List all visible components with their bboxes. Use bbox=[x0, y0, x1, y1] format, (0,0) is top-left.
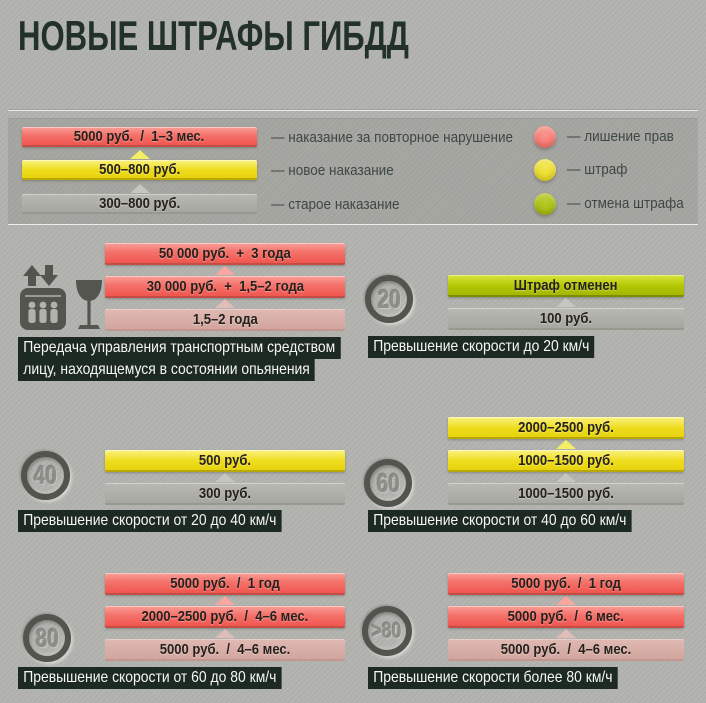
penalty-bar-new: 30 000 руб. + 1,5–2 года bbox=[105, 266, 345, 298]
penalty-bar-old: 300 руб. bbox=[105, 473, 345, 505]
penalty-bars: Штраф отменен 100 руб. bbox=[448, 275, 684, 330]
penalty-bar-new: 2000–2500 руб. / 4–6 мес. bbox=[105, 596, 345, 628]
penalty-bar-repeat: 5000 руб. / 1 год bbox=[448, 573, 684, 595]
legend-bar-old: 300–800 руб. bbox=[22, 184, 257, 214]
legend-dot-label-license: — лишение прав bbox=[567, 128, 674, 145]
section-icons bbox=[14, 264, 104, 337]
fine-cancelled-dot-icon bbox=[534, 193, 556, 215]
legend-dot-label-fine: — штраф bbox=[567, 161, 628, 178]
penalty-bar-repeat: 5000 руб. / 1 год bbox=[105, 573, 345, 595]
legend-bar-new: 500–800 руб. bbox=[22, 150, 257, 180]
legend-row-old: 300–800 руб. — старое наказание — отмена… bbox=[22, 184, 694, 215]
penalty-bar-old: 5000 руб. / 4–6 мес. bbox=[105, 629, 345, 661]
legend-bar-repeat: 5000 руб. / 1–3 мес. bbox=[22, 127, 257, 147]
title-divider bbox=[8, 110, 698, 111]
legend-desc-repeat: — наказание за повторное нарушение bbox=[271, 128, 514, 146]
legend-desc-old: — старое наказание bbox=[271, 195, 400, 213]
penalty-bar-new: Штраф отменен bbox=[448, 275, 684, 297]
section-caption: Превышение скорости более 80 км/ч bbox=[368, 667, 655, 689]
section-caption: Передача управления транспортным средств… bbox=[18, 337, 389, 381]
penalty-bars: 50 000 руб. + 3 года 30 000 руб. + 1,5–2… bbox=[105, 243, 345, 331]
legend-row-new: 500–800 руб. — новое наказание — штраф bbox=[22, 150, 694, 181]
penalty-bars: 2000–2500 руб. 1000–1500 руб. 1000–1500 … bbox=[448, 417, 684, 505]
section-caption: Превышение скорости от 60 до 80 км/ч bbox=[18, 667, 321, 689]
license-revocation-dot-icon bbox=[534, 126, 556, 148]
penalty-bar-repeat: 2000–2500 руб. bbox=[448, 417, 684, 439]
legend-panel: 5000 руб. / 1–3 мес. — наказание за повт… bbox=[8, 118, 698, 225]
speed-sign-60-icon: 60 bbox=[364, 459, 412, 507]
legend-desc-new: — новое наказание bbox=[271, 161, 394, 179]
speed-sign-40-icon: 40 bbox=[21, 451, 70, 500]
penalty-bar-new: 1000–1500 руб. bbox=[448, 440, 684, 472]
section-caption: Превышение скорости от 20 до 40 км/ч bbox=[18, 510, 321, 532]
penalty-bar-new: 500 руб. bbox=[105, 450, 345, 472]
penalty-bar-old: 1000–1500 руб. bbox=[448, 473, 684, 505]
penalty-bars: 5000 руб. / 1 год 2000–2500 руб. / 4–6 м… bbox=[105, 573, 345, 661]
section-caption: Превышение скорости от 40 до 60 км/ч bbox=[368, 510, 671, 532]
penalty-bar-repeat: 50 000 руб. + 3 года bbox=[105, 243, 345, 265]
penalty-bars: 500 руб. 300 руб. bbox=[105, 450, 345, 505]
penalty-bar-new: 5000 руб. / 6 мес. bbox=[448, 596, 684, 628]
penalty-bar-old: 5000 руб. / 4–6 мес. bbox=[448, 629, 684, 661]
elevator-icon bbox=[20, 265, 102, 330]
wine-glass-icon bbox=[76, 280, 102, 329]
penalty-bar-old: 1,5–2 года bbox=[105, 299, 345, 331]
penalty-bars: 5000 руб. / 1 год 5000 руб. / 6 мес. 500… bbox=[448, 573, 684, 661]
speed-sign-over-80-icon: >80 bbox=[362, 606, 412, 656]
legend-row-repeat: 5000 руб. / 1–3 мес. — наказание за повт… bbox=[22, 126, 694, 148]
page-title: НОВЫЕ ШТРАФЫ ГИБДД bbox=[18, 12, 409, 59]
section-caption: Превышение скорости до 20 км/ч bbox=[368, 336, 628, 358]
speed-sign-80-icon: 80 bbox=[23, 614, 71, 662]
fine-dot-icon bbox=[534, 159, 556, 181]
penalty-bar-old: 100 руб. bbox=[448, 298, 684, 330]
legend-dot-label-cancelled: — отмена штрафа bbox=[567, 195, 684, 212]
speed-sign-20-icon: 20 bbox=[365, 275, 413, 323]
